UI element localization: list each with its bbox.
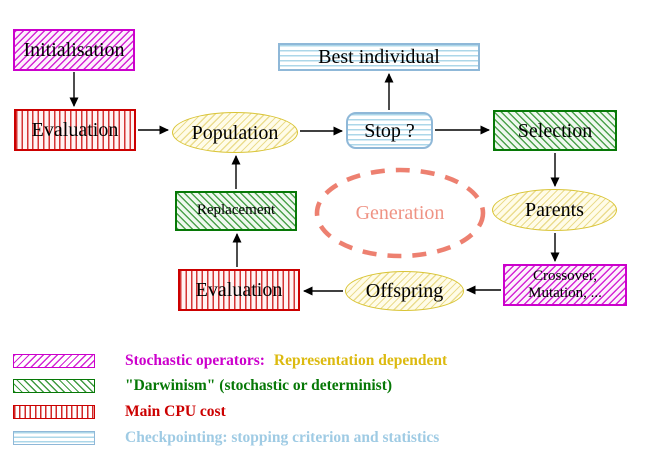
node-generation-label: Generation bbox=[355, 201, 445, 224]
node-offspring-label: Offspring bbox=[365, 280, 444, 302]
node-selection-label: Selection bbox=[517, 119, 593, 142]
node-offspring: Offspring bbox=[345, 271, 464, 311]
node-parents-label: Parents bbox=[525, 199, 584, 221]
node-replacement-label: Replacement bbox=[196, 202, 276, 219]
node-evaluation-bottom-label: Evaluation bbox=[195, 279, 283, 301]
node-evaluation-bottom: Evaluation bbox=[178, 269, 300, 311]
legend-row-main-cpu-cost: Main CPU cost bbox=[13, 403, 226, 421]
node-generation: Generation bbox=[316, 171, 484, 255]
legend-swatch-cyan-lines bbox=[13, 431, 95, 445]
node-initialisation: Initialisation bbox=[13, 29, 135, 71]
node-population: Population bbox=[172, 112, 298, 153]
legend-row-stochastic-operators: Stochastic operators: Representation dep… bbox=[13, 352, 447, 370]
legend-label-representation-dependent: Representation dependent bbox=[273, 352, 448, 369]
legend-label-darwinism: "Darwinism" (stochastic or determinist) bbox=[125, 377, 393, 394]
node-evaluation-top: Evaluation bbox=[14, 109, 136, 151]
node-stop: Stop ? bbox=[346, 112, 433, 149]
node-crossover-mutation: Crossover, Mutation, ... bbox=[503, 264, 627, 306]
legend-row-darwinism: "Darwinism" (stochastic or determinist) bbox=[13, 377, 392, 395]
node-initialisation-label: Initialisation bbox=[23, 39, 125, 61]
node-best-individual-label: Best individual bbox=[318, 46, 440, 68]
node-selection: Selection bbox=[493, 110, 617, 151]
node-evaluation-top-label: Evaluation bbox=[31, 119, 119, 141]
legend-swatch-green-hatch bbox=[13, 379, 95, 393]
node-population-label: Population bbox=[191, 121, 279, 144]
legend-row-checkpointing: Checkpointing: stopping criterion and st… bbox=[13, 429, 439, 447]
node-stop-label: Stop ? bbox=[364, 119, 415, 142]
legend-swatch-red-stripes bbox=[13, 405, 95, 419]
legend-label-stochastic-operators: Stochastic operators: bbox=[125, 352, 265, 369]
legend-swatch-magenta-hatch bbox=[13, 354, 95, 368]
node-best-individual: Best individual bbox=[278, 43, 480, 71]
node-crossover-mutation-label: Crossover, Mutation, ... bbox=[528, 267, 602, 301]
legend-label-main-cpu-cost: Main CPU cost bbox=[125, 403, 226, 420]
legend-label-checkpointing: Checkpointing: stopping criterion and st… bbox=[125, 429, 440, 446]
node-parents: Parents bbox=[492, 189, 617, 231]
node-replacement: Replacement bbox=[175, 191, 297, 231]
